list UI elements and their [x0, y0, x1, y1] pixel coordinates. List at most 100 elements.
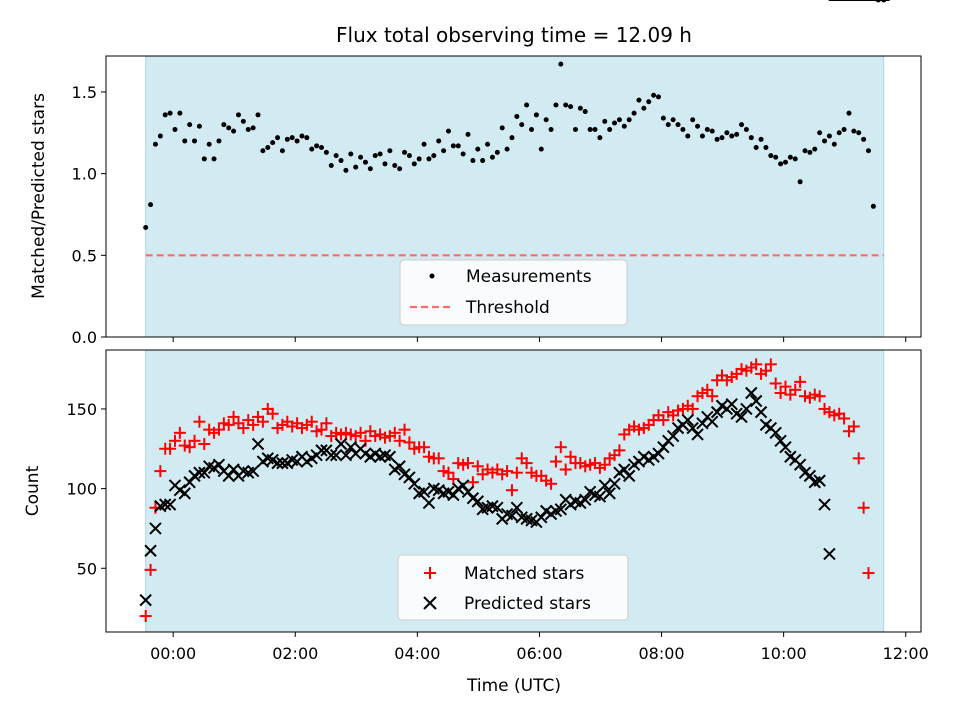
- measurement-point: [358, 154, 364, 160]
- measurement-point: [343, 167, 349, 173]
- measurement-point: [641, 105, 647, 111]
- matched-stars-point: [222, 418, 235, 431]
- predicted-stars-point: [325, 448, 338, 462]
- predicted-stars-point: [657, 440, 670, 454]
- measurement-point: [646, 99, 652, 105]
- measurement-point: [177, 110, 183, 116]
- predicted-stars-point: [447, 488, 460, 502]
- measurement-point: [328, 162, 334, 168]
- measurement-point: [831, 141, 837, 147]
- measurement-point: [807, 149, 813, 155]
- predicted-stars-point: [535, 511, 548, 524]
- measurement-point: [314, 143, 320, 149]
- matched-stars-point: [549, 455, 562, 468]
- predicted-stars-point: [456, 479, 470, 492]
- measurement-point: [309, 146, 315, 152]
- matched-stars-point: [501, 465, 514, 478]
- top-x-ticks: [172, 337, 907, 342]
- matched-stars-point: [657, 414, 670, 427]
- bottom-x-axis-label: Time (UTC): [466, 676, 561, 696]
- measurement-point: [392, 162, 398, 168]
- matched-stars-point: [559, 463, 572, 476]
- matched-stars-point: [227, 410, 240, 423]
- matched-stars-point: [706, 390, 719, 403]
- matched-stars-point: [237, 422, 250, 435]
- measurement-point: [406, 153, 412, 159]
- measurement-point: [455, 143, 461, 149]
- measurement-point: [626, 117, 632, 123]
- measurement-point: [670, 117, 676, 123]
- measurement-point: [445, 128, 451, 134]
- predicted-stars-point: [725, 397, 738, 411]
- predicted-stars-point: [198, 466, 211, 479]
- matched-stars-point: [779, 380, 792, 393]
- top-legend: Measurements Threshold: [399, 259, 628, 326]
- measurement-point: [143, 225, 149, 231]
- measurement-point: [441, 148, 447, 154]
- matched-stars-point: [862, 567, 875, 580]
- predicted-stars-point: [696, 417, 709, 430]
- measurement-point: [587, 127, 593, 133]
- measurement-point: [402, 149, 408, 155]
- measurement-point: [270, 140, 276, 146]
- measurement-point: [602, 118, 608, 124]
- measurement-point: [338, 158, 344, 164]
- measurement-point: [255, 112, 261, 118]
- matched-stars-point: [398, 423, 411, 436]
- measurement-point: [240, 118, 246, 124]
- measurement-point: [812, 146, 818, 152]
- legend-predicted-marker: [423, 596, 437, 610]
- measurement-point: [538, 146, 544, 152]
- matched-stars-point: [769, 377, 782, 390]
- measurement-point: [519, 122, 525, 128]
- predicted-stars-point: [769, 426, 782, 440]
- measurement-point: [651, 92, 657, 98]
- measurement-point: [724, 130, 730, 136]
- x-tick-label: 08:00: [638, 644, 684, 663]
- matched-stars-point: [266, 407, 279, 420]
- measurement-point: [612, 120, 618, 126]
- y-tick-label: 1.5: [72, 83, 97, 102]
- bottom-y-axis-label: Count: [23, 465, 43, 516]
- measurement-point: [489, 154, 495, 160]
- measurement-point: [543, 117, 549, 123]
- predicted-stars-point: [193, 466, 206, 479]
- measurement-point: [607, 127, 613, 133]
- measurement-point: [265, 144, 271, 150]
- matched-stars-point: [701, 383, 714, 396]
- predicted-stars-point: [823, 547, 836, 561]
- predicted-stars-point: [212, 458, 226, 471]
- predicted-stars-point: [344, 440, 358, 454]
- measurement-point: [817, 130, 823, 136]
- top-y-ticks: 0.0 0.5 1.0 1.5: [72, 83, 106, 347]
- matched-stars-point: [247, 418, 260, 431]
- measurement-point: [426, 156, 432, 162]
- predicted-stars-point: [315, 444, 328, 457]
- matched-stars-point: [212, 423, 225, 436]
- measurement-point: [524, 102, 530, 108]
- measurement-point: [152, 141, 158, 147]
- matched-stars-point: [198, 438, 211, 450]
- measurement-point: [382, 161, 388, 167]
- measurement-point: [348, 151, 354, 157]
- measurement-point: [304, 135, 310, 141]
- measurement-point: [841, 127, 847, 133]
- measurement-point: [509, 135, 515, 141]
- legend-matched-marker: [424, 567, 436, 579]
- predicted-stars-point: [740, 402, 753, 416]
- predicted-stars-point: [271, 456, 284, 470]
- predicted-stars-point: [706, 415, 719, 428]
- legend-measurements-label: Measurements: [466, 267, 592, 287]
- measurement-point: [319, 144, 325, 150]
- measurement-point: [714, 136, 720, 142]
- measurement-point: [250, 125, 256, 131]
- x-tick-label: 06:00: [516, 644, 562, 663]
- measurement-point: [411, 161, 417, 167]
- predicted-stars-point: [461, 485, 475, 499]
- measurement-point: [856, 130, 862, 136]
- predicted-stars-point: [779, 440, 792, 454]
- top-panel: 0.0 0.5 1.0 1.5 Matched/Predicted stars Mea…: [29, 0, 922, 347]
- matched-stars-point: [847, 420, 860, 433]
- predicted-stars-point: [754, 405, 768, 419]
- measurement-point: [167, 110, 173, 116]
